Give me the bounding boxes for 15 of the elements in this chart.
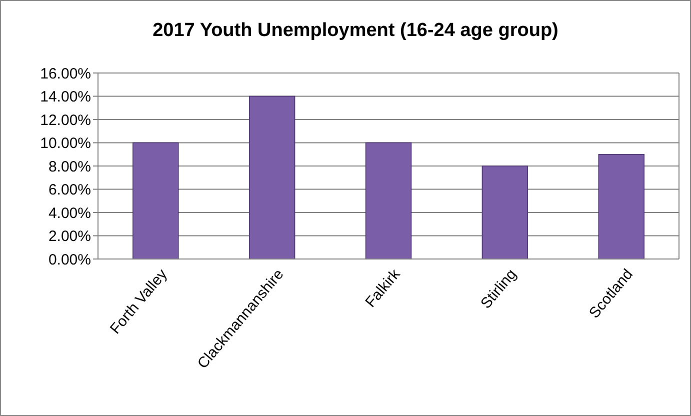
bar bbox=[248, 96, 296, 260]
y-tick-label: 2.00% bbox=[48, 228, 91, 245]
chart-title: 2017 Youth Unemployment (16-24 age group) bbox=[152, 20, 558, 41]
y-tick-label: 8.00% bbox=[48, 158, 91, 176]
y-tick-label: 4.00% bbox=[48, 204, 91, 222]
y-tick-label: 14.00% bbox=[40, 88, 91, 106]
bar bbox=[365, 142, 412, 260]
bar bbox=[598, 154, 644, 260]
y-tick-label: 6.00% bbox=[48, 182, 91, 198]
y-tick-label: 12.00% bbox=[40, 112, 91, 129]
y-tick-label: 0.00% bbox=[48, 251, 91, 268]
y-tick-label: 10.00% bbox=[40, 135, 91, 152]
bar bbox=[132, 142, 179, 260]
bar bbox=[482, 166, 528, 260]
y-tick-label: 16.00% bbox=[40, 65, 91, 82]
